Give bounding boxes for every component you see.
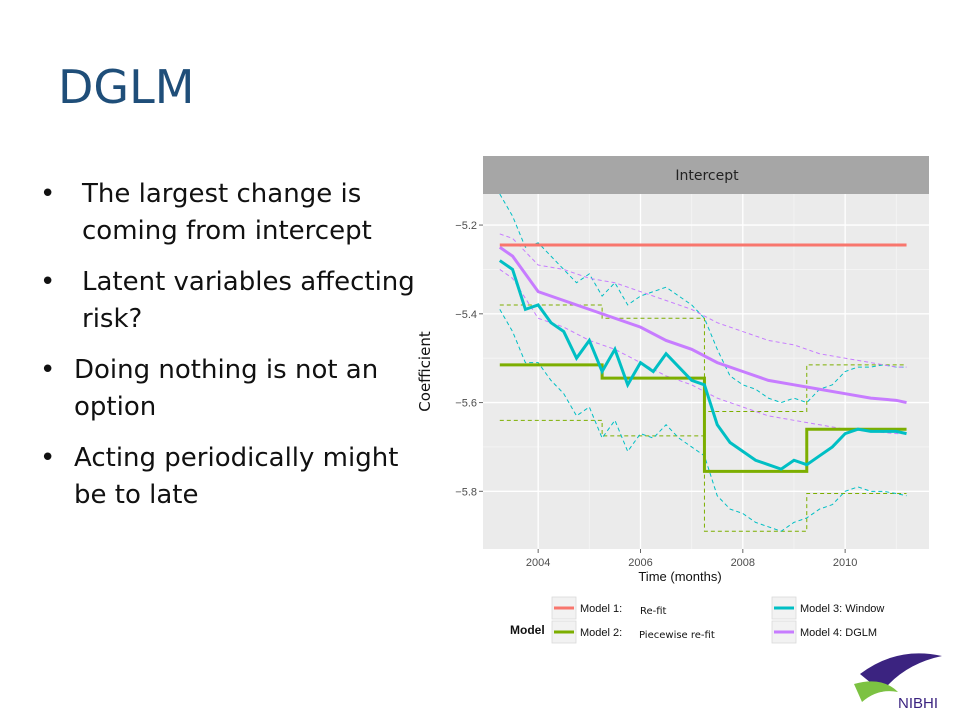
bullet-item: • Acting periodically might be to late	[40, 440, 430, 514]
series-band-lower	[499, 419, 907, 532]
x-tick-label: 2006	[628, 557, 652, 569]
series-line	[499, 363, 907, 473]
logo-text: NIBHI	[898, 695, 938, 712]
legend-note: Piecewise re-fit	[639, 630, 715, 641]
bullet-text: Doing nothing is not an option	[74, 355, 379, 422]
series-line	[498, 259, 907, 471]
legend: Model Model 1: Re-fit Model 2: Piecewise re-…	[510, 596, 884, 644]
intercept-chart: Intercept −5.2 −5.4 −5.6 −5.8 2004 2006 2008 201…	[416, 156, 929, 644]
facet-strip	[483, 156, 929, 194]
legend-note: Re-fit	[640, 606, 667, 617]
series-band-upper	[499, 233, 907, 368]
y-tick-label: −5.6	[455, 398, 477, 410]
legend-label: Model 2:	[580, 627, 622, 639]
y-axis-title: Coefficient	[416, 331, 434, 412]
x-tick-label: 2010	[833, 557, 857, 569]
legend-label: Model 3: Window	[800, 603, 884, 615]
legend-title: Model	[510, 623, 545, 637]
bullet-text: The largest change is coming from interc…	[82, 179, 372, 246]
y-tick-label: −5.2	[455, 220, 477, 232]
legend-label: Model 4: DGLM	[800, 627, 877, 639]
y-tick-label: −5.4	[455, 309, 477, 321]
bullet-item: • The largest change is coming from inter…	[40, 176, 430, 250]
bullet-item: • Latent variables affecting risk?	[40, 264, 430, 338]
x-tick-label: 2004	[526, 557, 550, 569]
y-tick-label: −5.8	[455, 486, 477, 498]
x-tick-label: 2008	[731, 557, 755, 569]
nibhi-logo: NIBHI	[854, 653, 942, 712]
logo-leaf-icon	[854, 681, 898, 702]
bullet-item: • Doing nothing is not an option	[40, 352, 430, 426]
series-group	[498, 193, 907, 532]
bullet-text: Acting periodically might be to late	[74, 443, 399, 510]
series-band-upper	[499, 193, 907, 404]
slide-title: DGLM	[58, 60, 195, 114]
bullet-text: Latent variables affecting risk?	[82, 267, 415, 334]
bullet-list: • The largest change is coming from inter…	[40, 176, 430, 528]
x-axis-title: Time (months)	[638, 569, 721, 584]
facet-title: Intercept	[675, 168, 739, 184]
plot-panel	[483, 194, 929, 549]
legend-label: Model 1:	[580, 603, 622, 615]
series-line	[498, 246, 907, 405]
